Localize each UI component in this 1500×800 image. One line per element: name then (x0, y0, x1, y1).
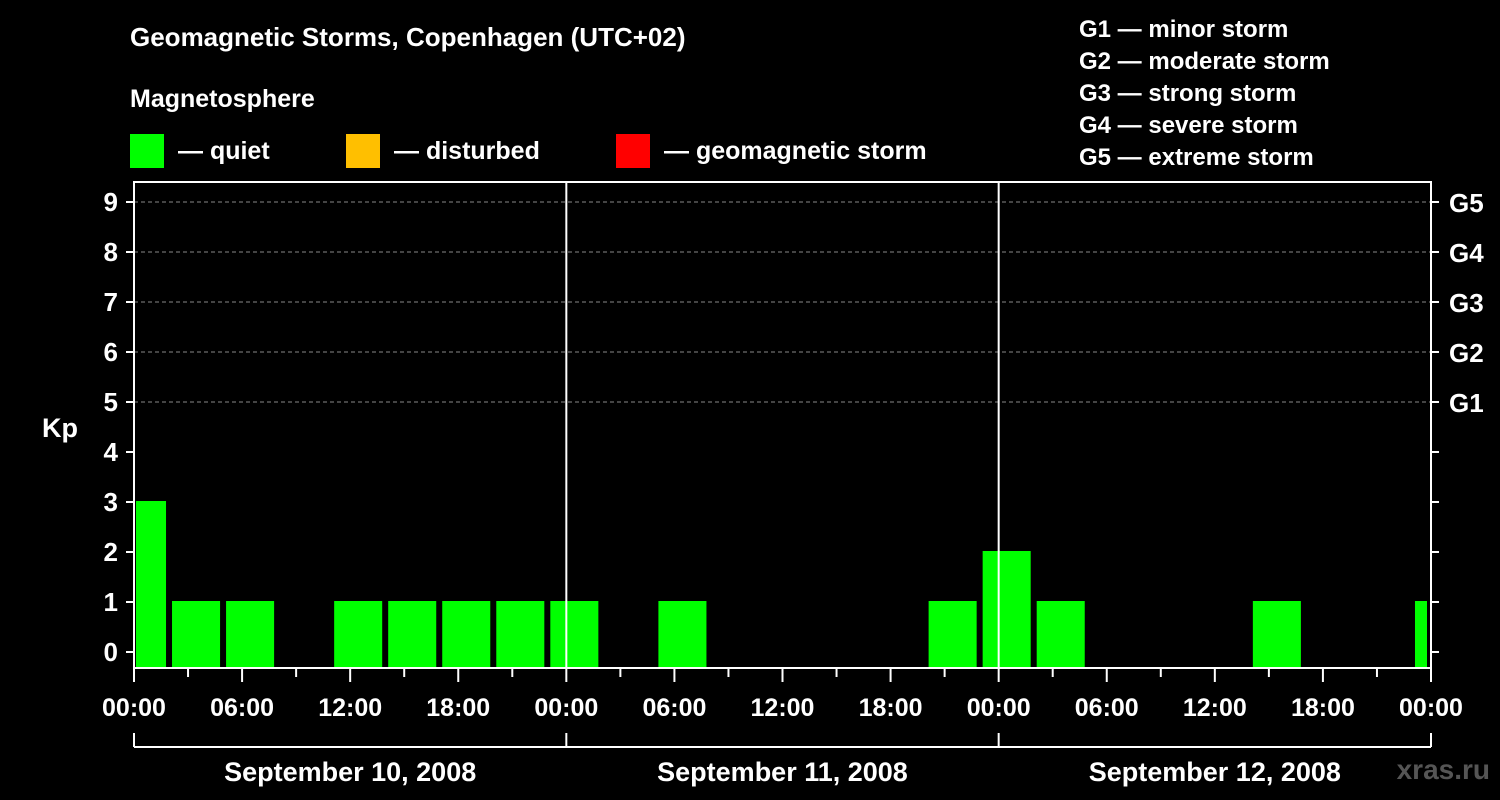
kp-bar (550, 601, 599, 668)
kp-bar (1252, 601, 1301, 668)
kp-bar (172, 601, 221, 668)
x-tick-label: 18:00 (859, 694, 923, 722)
y-tick-label: 9 (104, 187, 118, 217)
legend-label: — geomagnetic storm (664, 136, 927, 165)
x-tick-label: 00:00 (967, 694, 1031, 722)
y-tick-label: 4 (104, 437, 119, 467)
y-tick-label: 0 (104, 637, 118, 667)
plot-frame (133, 181, 1432, 669)
storm-level-label: G3 (1449, 288, 1484, 318)
legend-item-storm: — geomagnetic storm (616, 134, 927, 168)
storm-level-label: G4 (1449, 238, 1484, 268)
kp-bar (226, 601, 275, 668)
kp-bar (496, 601, 545, 668)
legend-heading: Magnetosphere (130, 85, 315, 113)
quiet-swatch (130, 134, 164, 168)
watermark: xras.ru (1396, 754, 1490, 785)
x-tick-label: 06:00 (1075, 694, 1139, 722)
kp-bar (1036, 601, 1085, 668)
x-tick-label: 06:00 (642, 694, 706, 722)
kp-bar (928, 601, 977, 668)
day-label: September 10, 2008 (224, 757, 476, 787)
y-tick-label: 5 (104, 387, 118, 417)
y-tick-label: 6 (104, 337, 118, 367)
kp-bar (136, 501, 167, 668)
y-axis-label: Kp (42, 413, 78, 443)
chart-title: Geomagnetic Storms, Copenhagen (UTC+02) (130, 22, 686, 52)
kp-bar (1414, 601, 1427, 668)
y-tick-label: 1 (104, 587, 118, 617)
day-label: September 11, 2008 (657, 757, 908, 787)
disturbed-swatch (346, 134, 380, 168)
x-tick-label: 12:00 (751, 694, 815, 722)
storm-scale-g4: G4 — severe storm (1079, 112, 1298, 139)
legend-item-quiet: — quiet (130, 134, 270, 168)
day-label: September 12, 2008 (1089, 757, 1341, 787)
storm-scale-g2: G2 — moderate storm (1079, 48, 1330, 75)
x-tick-label: 00:00 (534, 694, 598, 722)
x-tick-label: 18:00 (1291, 694, 1355, 722)
storm-swatch (616, 134, 650, 168)
kp-bar (442, 601, 491, 668)
kp-bar (334, 601, 383, 668)
y-tick-label: 8 (104, 237, 118, 267)
y-tick-label: 7 (104, 287, 118, 317)
storm-level-label: G1 (1449, 388, 1484, 418)
kp-bar (982, 551, 1031, 668)
x-tick-label: 18:00 (426, 694, 490, 722)
storm-scale-legend: G1 — minor storm G2 — moderate storm G3 … (1079, 14, 1330, 174)
storm-scale-g1: G1 — minor storm (1079, 16, 1289, 43)
kp-bar (388, 601, 437, 668)
x-tick-label: 06:00 (210, 694, 274, 722)
y-tick-label: 3 (104, 487, 118, 517)
x-tick-label: 00:00 (1399, 694, 1463, 722)
storm-level-label: G5 (1449, 188, 1484, 218)
storm-scale-g3: G3 — strong storm (1079, 80, 1297, 107)
legend-label: — quiet (178, 136, 270, 165)
legend-label: — disturbed (394, 136, 540, 165)
storm-scale-g5: G5 — extreme storm (1079, 144, 1314, 171)
x-tick-label: 12:00 (318, 694, 382, 722)
y-tick-label: 2 (104, 537, 118, 567)
x-tick-label: 00:00 (102, 694, 166, 722)
x-tick-label: 12:00 (1183, 694, 1247, 722)
legend-item-disturbed: — disturbed (346, 134, 540, 168)
storm-level-label: G2 (1449, 338, 1484, 368)
kp-bar (658, 601, 707, 668)
